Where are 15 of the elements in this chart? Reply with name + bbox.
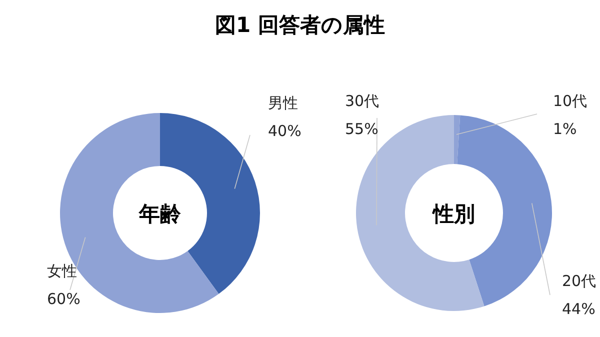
donut-slice xyxy=(454,115,460,164)
text: 年齢 xyxy=(138,202,182,226)
data-label: 1% xyxy=(553,120,577,138)
data-label: 40% xyxy=(268,122,302,140)
text: 性別 xyxy=(431,202,475,226)
slice-label: 30代 xyxy=(345,92,380,110)
donut-slice xyxy=(160,113,260,294)
slice-label: 20代 xyxy=(562,272,596,290)
data-label: 60% xyxy=(47,290,80,308)
data-label: 44% xyxy=(562,300,596,318)
chart-title: 図1 回答者の属性 xyxy=(215,13,385,37)
slice-label: 男性 xyxy=(268,94,298,112)
data-label: 55% xyxy=(345,120,378,138)
slice-label: 女性 xyxy=(47,262,77,280)
slice-label: 10代 xyxy=(553,92,588,110)
